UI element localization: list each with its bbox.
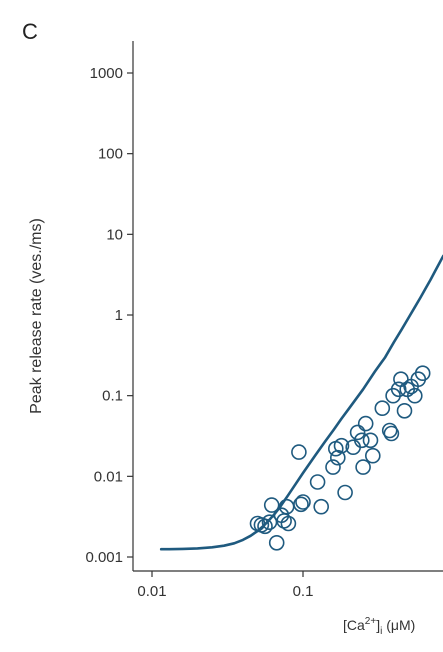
plot-area [159,254,443,551]
data-point [364,447,381,464]
data-point [390,381,407,398]
y-tick-label: 0.001 [85,549,123,566]
data-point [325,459,341,475]
data-point [396,402,413,419]
data-point [374,400,391,417]
data-point [349,424,366,441]
x-axis-label-sub: i [380,626,382,637]
x-axis-label: [Ca2+]i (μM) [343,616,415,637]
data-point [333,437,350,454]
data-point [414,365,431,382]
fit-curve-line [159,254,443,551]
x-axis-label-mid: ] [376,617,380,633]
y-tick-label: 0.01 [94,468,123,485]
data-point [293,496,309,513]
data-point [337,484,353,501]
x-tick-label: 0.1 [293,583,314,600]
data-point [263,497,280,513]
data-point [295,494,311,510]
y-tick-label: 0.1 [102,388,123,405]
data-point [383,425,400,442]
data-point [291,444,307,460]
y-tick-label: 1 [115,307,123,324]
data-point [280,515,297,532]
y-tick-label: 1000 [90,65,123,82]
data-point [406,387,423,404]
panel-label: C [22,19,38,44]
data-point [353,432,370,449]
data-point [268,534,285,551]
x-axis-label-pre: [Ca [343,617,365,633]
y-axis-label: Peak release rate (ves./ms) [28,218,45,414]
data-point [313,498,330,515]
data-point [393,371,409,388]
data-point [381,422,398,439]
x-axis-label-post: (μM) [382,617,415,633]
data-points [249,365,431,551]
data-point [355,459,371,475]
x-axis-label-sup: 2+ [365,616,377,627]
data-point [309,474,326,490]
x-ticks: 0.01 0.1 [137,571,313,600]
data-point [362,432,379,449]
data-point [357,415,374,432]
data-point [257,518,273,535]
y-ticks: 0.001 0.01 0.1 1 10 100 1000 [85,65,133,566]
y-tick-label: 100 [98,146,123,163]
x-tick-label: 0.01 [137,583,166,600]
y-tick-label: 10 [106,226,123,243]
